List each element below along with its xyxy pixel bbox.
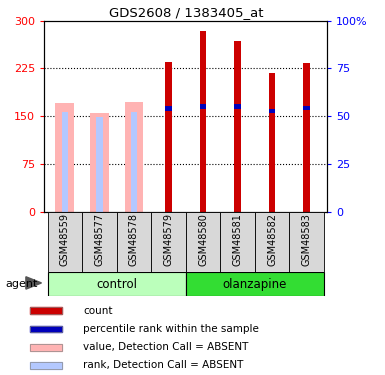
Text: value, Detection Call = ABSENT: value, Detection Call = ABSENT <box>83 342 248 352</box>
Bar <box>30 308 62 314</box>
Bar <box>234 105 241 109</box>
Bar <box>30 326 62 332</box>
Text: GSM48583: GSM48583 <box>301 213 311 266</box>
Bar <box>303 106 310 110</box>
Bar <box>269 109 275 113</box>
Bar <box>124 102 144 212</box>
FancyBboxPatch shape <box>186 212 220 272</box>
Bar <box>96 117 103 212</box>
Bar <box>30 344 62 351</box>
Bar <box>30 362 62 369</box>
Text: count: count <box>83 306 112 316</box>
Bar <box>269 73 275 212</box>
Text: GSM48559: GSM48559 <box>60 213 70 266</box>
FancyBboxPatch shape <box>220 212 255 272</box>
Text: agent: agent <box>6 279 38 289</box>
FancyBboxPatch shape <box>48 272 186 296</box>
Polygon shape <box>26 277 42 289</box>
Bar <box>200 32 206 212</box>
Bar <box>234 41 241 212</box>
Bar <box>200 105 206 109</box>
Text: GSM48579: GSM48579 <box>164 213 174 266</box>
Bar <box>303 63 310 212</box>
Text: GSM48582: GSM48582 <box>267 213 277 266</box>
Bar <box>30 308 62 314</box>
Bar <box>30 344 62 351</box>
Bar <box>165 62 172 212</box>
Text: olanzapine: olanzapine <box>223 278 287 291</box>
Text: GSM48577: GSM48577 <box>94 213 104 266</box>
Bar <box>131 112 137 212</box>
Bar <box>62 112 68 212</box>
Bar <box>30 326 62 332</box>
FancyBboxPatch shape <box>255 212 289 272</box>
Text: GSM48581: GSM48581 <box>233 213 243 266</box>
Text: GSM48578: GSM48578 <box>129 213 139 266</box>
Text: control: control <box>96 278 137 291</box>
FancyBboxPatch shape <box>289 212 324 272</box>
Bar <box>30 362 62 369</box>
Bar <box>55 104 74 212</box>
FancyBboxPatch shape <box>48 212 82 272</box>
FancyBboxPatch shape <box>186 272 324 296</box>
FancyBboxPatch shape <box>117 212 151 272</box>
FancyBboxPatch shape <box>82 212 117 272</box>
Text: percentile rank within the sample: percentile rank within the sample <box>83 324 259 334</box>
Text: GSM48580: GSM48580 <box>198 213 208 266</box>
Bar <box>165 106 172 111</box>
Text: rank, Detection Call = ABSENT: rank, Detection Call = ABSENT <box>83 360 243 370</box>
Title: GDS2608 / 1383405_at: GDS2608 / 1383405_at <box>109 6 263 20</box>
Bar <box>90 113 109 212</box>
FancyBboxPatch shape <box>151 212 186 272</box>
